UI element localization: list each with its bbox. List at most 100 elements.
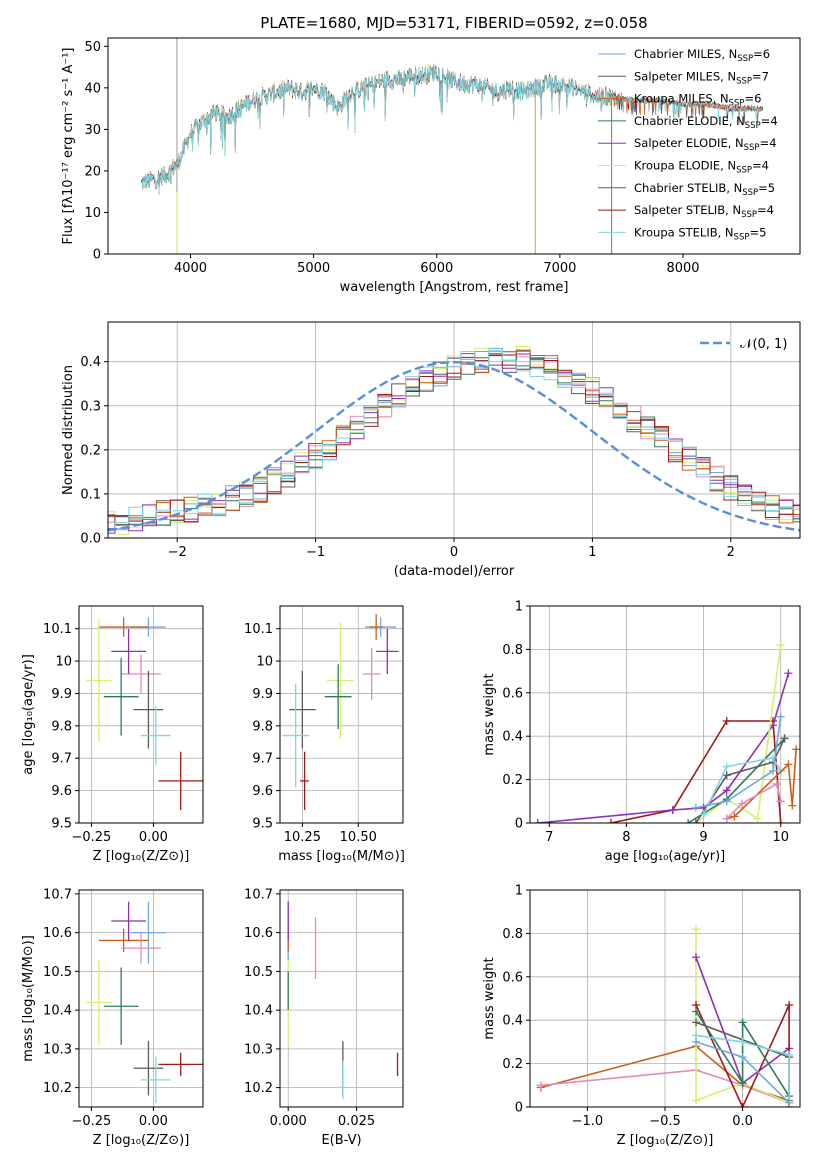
y-tick-label: 30 <box>84 123 101 138</box>
y-tick-label: 40 <box>84 81 101 96</box>
panel-residuals: −2 −1 0 1 2 0.0 0.1 0.2 0.3 0.4 (data-model)/error… <box>61 321 801 579</box>
y-tick-label: 0.8 <box>502 927 523 942</box>
weight-marker <box>772 779 781 788</box>
weight-marker <box>769 766 777 775</box>
y-axis-label: Normed distribution <box>61 365 76 495</box>
x-tick-label: −0.5 <box>649 1114 681 1129</box>
weight-marker <box>722 814 731 823</box>
weight-marker <box>692 953 701 962</box>
weight-line <box>695 1034 790 1103</box>
y-axis-label: mass [log₁₀(M/M⊙)] <box>21 935 36 1062</box>
x-tick-label: −1.0 <box>572 1114 604 1129</box>
weight-line <box>695 1011 790 1097</box>
y-tick-label: 0.0 <box>80 532 101 547</box>
spectrum-line <box>141 63 622 195</box>
panel-spectrum: 4000 5000 6000 7000 8000 0 10 20 30 40 50 wavelengt… <box>61 37 801 295</box>
y-tick-label: 0.4 <box>502 1014 523 1029</box>
weight-marker <box>692 1096 701 1105</box>
x-tick-label: 10 <box>772 830 789 845</box>
y-tick-label: 9.7 <box>51 752 72 767</box>
axes-frame <box>78 889 204 1108</box>
y-tick-label: 9.6 <box>252 784 273 799</box>
y-tick-label: 10.7 <box>244 887 273 902</box>
axes-frame <box>529 889 801 1108</box>
weight-line <box>702 757 782 815</box>
panel-weight-vs-age: 7 8 9 10 0 0.2 0.4 0.6 0.8 1 age [log₁₀(age/yr)] ma… <box>482 600 801 864</box>
x-axis-label: (data-model)/error <box>394 564 515 579</box>
weight-marker <box>788 801 797 810</box>
legend-label: Kroupa MILES, NSSP=6 <box>634 92 761 109</box>
y-tick-label: 10.6 <box>244 926 273 941</box>
y-tick-label: 10.6 <box>43 926 72 941</box>
y-axis-label: age [log₁₀(age/yr)] <box>21 654 36 775</box>
y-tick-label: 0.6 <box>502 970 523 985</box>
weight-marker <box>692 1037 701 1046</box>
legend: Chabrier MILES, NSSP=6 Salpeter MILES, NS… <box>598 47 778 242</box>
x-tick-label: 0.000 <box>270 1114 307 1129</box>
x-axis-label: Z [log₁₀(Z/Z⊙)] <box>617 1133 714 1148</box>
weight-marker <box>722 717 731 726</box>
weight-marker <box>738 799 747 808</box>
y-tick-label: 10.2 <box>244 1081 273 1096</box>
y-tick-label: 1 <box>515 600 523 615</box>
weight-line <box>687 737 786 823</box>
weight-line <box>540 1069 790 1104</box>
x-tick-label: 5000 <box>297 261 330 276</box>
weight-marker <box>776 712 785 721</box>
y-tick-label: 0.8 <box>502 643 523 658</box>
y-tick-label: 0.4 <box>80 355 101 370</box>
weight-marker <box>607 819 615 823</box>
x-tick-label: 0 <box>450 545 458 560</box>
weight-marker <box>533 819 542 823</box>
weight-line <box>695 716 782 809</box>
y-tick-label: 9.5 <box>51 817 72 832</box>
weight-marker <box>738 1079 747 1088</box>
y-tick-label: 10.5 <box>244 965 273 980</box>
histogram-step <box>108 349 800 526</box>
y-tick-label: 0 <box>515 817 523 832</box>
axes-frame <box>529 605 801 824</box>
x-tick-label: 1 <box>588 545 596 560</box>
legend-label: Chabrier STELIB, NSSP=5 <box>634 181 775 198</box>
y-tick-label: 10.4 <box>43 1004 72 1019</box>
weight-marker <box>722 797 731 806</box>
y-tick-label: 10.5 <box>43 965 72 980</box>
x-tick-label: −2 <box>168 545 187 560</box>
histogram-step <box>108 346 800 536</box>
x-tick-label: 0.00 <box>139 830 168 845</box>
y-tick-label: 9.5 <box>252 817 273 832</box>
x-tick-label: 7 <box>545 830 553 845</box>
y-tick-label: 50 <box>84 40 101 55</box>
spectrum-model-line <box>608 93 764 124</box>
y-tick-label: 10.4 <box>244 1004 273 1019</box>
y-tick-label: 10 <box>256 655 273 670</box>
weight-line <box>726 782 782 820</box>
weight-marker <box>722 762 731 771</box>
x-axis-label: mass [log₁₀(M/M⊙)] <box>278 849 405 864</box>
spectrum-line <box>140 67 622 190</box>
x-tick-label: 0.00 <box>139 1114 168 1129</box>
x-axis-label: Z [log₁₀(Z/Z⊙)] <box>93 1133 190 1148</box>
x-axis-label: Z [log₁₀(Z/Z⊙)] <box>93 849 190 864</box>
gaussian-curve <box>108 360 800 532</box>
y-tick-label: 0 <box>93 248 101 263</box>
weight-marker <box>699 810 708 819</box>
panel-mass-vs-Z: −0.25 0.00 10.2 10.3 10.4 10.5 10.6 10.7 Z [log₁… <box>21 887 204 1148</box>
y-tick-label: 10.1 <box>244 622 273 637</box>
y-tick-label: 0.3 <box>80 399 101 414</box>
weight-marker <box>776 797 785 806</box>
x-tick-label: −0.25 <box>71 1114 111 1129</box>
legend-label: Chabrier ELODIE, NSSP=4 <box>634 114 778 131</box>
weight-marker <box>784 760 793 769</box>
y-tick-label: 20 <box>84 164 101 179</box>
weight-marker <box>692 1007 701 1016</box>
legend-label: Salpeter MILES, NSSP=7 <box>634 69 769 86</box>
legend-label: Salpeter STELIB, NSSP=4 <box>634 203 774 220</box>
weight-marker <box>780 734 789 743</box>
weight-marker <box>684 819 693 823</box>
x-tick-label: 2 <box>727 545 735 560</box>
y-tick-label: 10.3 <box>244 1042 273 1057</box>
legend-label: Salpeter ELODIE, NSSP=4 <box>634 136 777 153</box>
x-tick-label: 0.025 <box>338 1114 375 1129</box>
legend-label: Kroupa STELIB, NSSP=5 <box>634 225 766 242</box>
